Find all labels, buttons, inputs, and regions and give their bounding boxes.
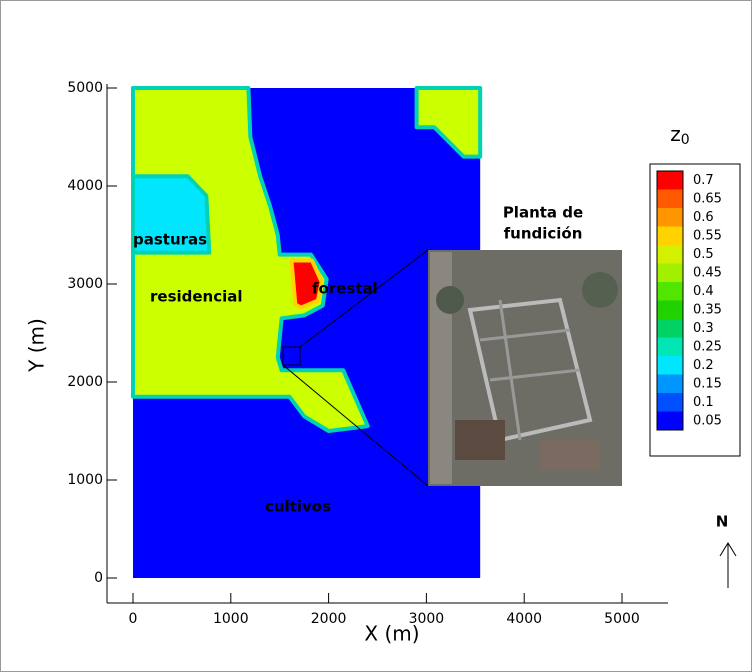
legend-label: 0.6 <box>693 210 714 225</box>
y-tick-label: 0 <box>94 570 103 586</box>
annotation: N <box>716 513 729 531</box>
y-axis-label: Y (m) <box>25 318 49 373</box>
legend-label: 0.7 <box>693 173 714 188</box>
annotation: forestal <box>312 280 378 298</box>
x-tick-label: 4000 <box>506 611 542 627</box>
legend-swatch <box>657 356 683 375</box>
trees <box>436 286 464 314</box>
legend-label: 0.25 <box>693 339 722 354</box>
y-tick-label: 2000 <box>67 374 103 390</box>
legend-swatch <box>657 301 683 320</box>
x-tick-label: 0 <box>129 611 138 627</box>
x-tick-label: 1000 <box>213 611 249 627</box>
legend-swatch <box>657 208 683 227</box>
legend-title-main: z <box>670 122 681 146</box>
legend-label: 0.2 <box>693 358 714 373</box>
legend-swatch <box>657 282 683 301</box>
legend-swatch <box>657 171 683 190</box>
x-tick-label: 2000 <box>311 611 347 627</box>
legend-title-subscript: 0 <box>681 132 690 148</box>
legend-label: 0.65 <box>693 191 722 206</box>
y-tick-label: 4000 <box>67 178 103 194</box>
photo <box>428 250 622 486</box>
photo-title: fundición <box>504 225 583 243</box>
photo-title: Planta de <box>503 204 583 222</box>
y-tick-label: 5000 <box>67 80 103 96</box>
x-tick-label: 5000 <box>604 611 640 627</box>
legend-swatch <box>657 338 683 357</box>
y-tick-label: 1000 <box>67 472 103 488</box>
legend-label: 0.3 <box>693 321 714 336</box>
legend-swatch <box>657 245 683 264</box>
chart: Planta de fundición 0 1000 2000 3000 4000 500… <box>0 0 752 672</box>
legend-label: 0.5 <box>693 247 714 262</box>
roof <box>455 420 505 460</box>
x-axis-label: X (m) <box>364 622 419 646</box>
legend-label: 0.05 <box>693 413 722 428</box>
legend-label: 0.35 <box>693 302 722 317</box>
legend-label: 0.45 <box>693 265 722 280</box>
legend-swatch <box>657 319 683 338</box>
legend-swatch <box>657 375 683 394</box>
legend-swatch <box>657 393 683 412</box>
legend-swatch <box>657 412 683 431</box>
annotation: pasturas <box>133 231 207 249</box>
legend-label: 0.55 <box>693 228 722 243</box>
legend-label: 0.4 <box>693 284 714 299</box>
annotation: residencial <box>150 288 243 306</box>
trees <box>582 272 618 308</box>
annotation: cultivos <box>265 498 331 516</box>
legend-swatch <box>657 227 683 246</box>
legend-swatch <box>657 190 683 209</box>
legend-label: 0.15 <box>693 376 722 391</box>
legend-label: 0.1 <box>693 395 714 410</box>
y-tick-label: 3000 <box>67 276 103 292</box>
legend-swatch <box>657 264 683 283</box>
roof <box>540 440 600 470</box>
